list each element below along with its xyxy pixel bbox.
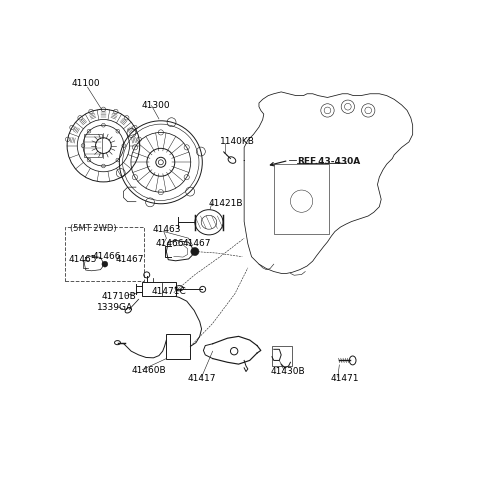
Text: 41417: 41417 (188, 373, 216, 383)
Text: 41100: 41100 (72, 79, 100, 88)
Bar (272, 346, 292, 366)
Text: 41467: 41467 (183, 239, 212, 248)
Text: 1339GA: 1339GA (97, 302, 133, 312)
Bar (84, 135, 102, 157)
Text: 1140KB: 1140KB (220, 136, 255, 145)
Text: 41463: 41463 (153, 225, 181, 234)
Bar (274, 165, 329, 235)
Text: 41466: 41466 (93, 252, 121, 261)
Text: 41471C: 41471C (152, 287, 186, 296)
Text: 41465: 41465 (69, 254, 97, 264)
Bar (142, 283, 176, 297)
Bar (167, 335, 191, 359)
Text: REF.43-430A: REF.43-430A (297, 156, 360, 166)
Text: 41300: 41300 (142, 100, 170, 109)
Text: 41466: 41466 (155, 239, 184, 248)
Bar (64, 228, 144, 281)
Circle shape (102, 262, 108, 267)
Text: 41467: 41467 (116, 254, 144, 264)
Circle shape (191, 248, 199, 256)
Text: (5MT 2WD): (5MT 2WD) (70, 223, 117, 232)
Text: 41430B: 41430B (270, 366, 305, 375)
Text: 41471: 41471 (330, 373, 359, 383)
Text: 41421B: 41421B (209, 198, 243, 207)
Text: 41460B: 41460B (131, 365, 166, 374)
Text: 41710B: 41710B (102, 291, 136, 300)
